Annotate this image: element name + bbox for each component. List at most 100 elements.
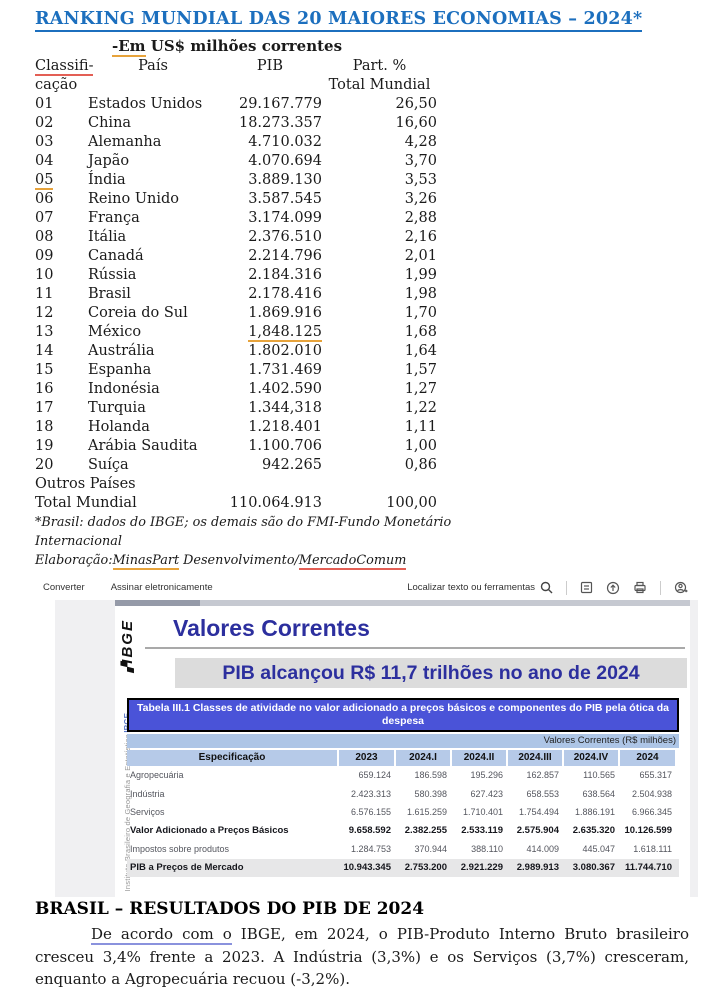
upload-icon[interactable] (606, 581, 620, 595)
pib-cell: 1,848.125 (248, 324, 322, 342)
country-cell: Holanda (88, 419, 150, 435)
part-cell: 1,70 (404, 305, 437, 321)
part-cell: 1,98 (404, 286, 437, 302)
horizontal-scrollbar[interactable] (115, 600, 690, 606)
value-2024-q3: 414.009 (526, 844, 559, 855)
part-cell: 0,86 (404, 457, 437, 473)
printer-icon[interactable] (633, 581, 647, 594)
col-header-classificacao: Classifi- (35, 58, 94, 76)
value-2023: 1.284.753 (350, 844, 391, 855)
value-2023: 659.124 (358, 770, 391, 781)
table-row: 16 Indonésia 1.402.590 1,27 (35, 380, 437, 399)
pib-cell: 4.710.032 (248, 134, 322, 150)
value-2024-q3: 1.754.494 (518, 807, 559, 818)
value-2023: 2.423.313 (350, 788, 391, 799)
value-2024: 2.504.938 (631, 788, 672, 799)
pdf-toolbar: Converter Assinar eletronicamente Locali… (30, 575, 698, 600)
value-2024-q4: 2.635.320 (572, 825, 615, 837)
converter-button[interactable]: Converter (43, 582, 85, 593)
value-2024: 1.618.111 (633, 844, 672, 855)
rank-cell: 11 (35, 286, 54, 302)
country-cell: Turquia (88, 400, 146, 416)
country-cell: Austrália (88, 343, 155, 359)
table-row: 12 Coreia do Sul 1.869.916 1,70 (35, 304, 437, 323)
rank-cell: 06 (35, 191, 54, 207)
value-2024: 6.966.345 (631, 807, 672, 818)
country-cell: Rússia (88, 267, 137, 283)
viewer-right-gutter (690, 600, 698, 897)
table-row: 03 Alemanha 4.710.032 4,28 (35, 133, 437, 152)
table-row: Indústria 2.423.313 580.398 627.423 658.… (127, 785, 679, 804)
country-cell: Índia (88, 172, 126, 188)
pib-cell: 18.273.357 (238, 115, 322, 131)
value-2024-q1: 2.382.255 (404, 825, 447, 837)
part-cell: 2,88 (404, 210, 437, 226)
col-2023: 2023 (339, 750, 394, 766)
rank-cell: 18 (35, 419, 54, 435)
value-2024-q1: 186.598 (414, 770, 447, 781)
pib-cell: 29.167.779 (238, 96, 322, 112)
row-label: Serviços (130, 807, 165, 818)
value-2024-q4: 638.564 (582, 788, 615, 799)
country-cell: Canadá (88, 248, 144, 264)
col-header-total-mundial: Total Mundial (328, 77, 431, 93)
col-especificacao: Especificação (127, 750, 337, 766)
footnotes: *Brasil: dados do IBGE; os demais são do… (35, 513, 505, 570)
person-add-icon[interactable] (674, 581, 688, 595)
pib-cell: 1.344,318 (248, 400, 322, 416)
table-row: 07 França 3.174.099 2,88 (35, 209, 437, 228)
search-control[interactable]: Localizar texto ou ferramentas (407, 581, 553, 594)
value-2024-q4: 110.565 (583, 770, 615, 781)
country-cell: Japão (88, 153, 130, 169)
search-label: Localizar texto ou ferramentas (407, 582, 535, 593)
value-2024-q3: 2.989.913 (516, 862, 559, 874)
outros-paises-row: Outros Países (35, 476, 136, 492)
footnote-source: *Brasil: dados do IBGE; os demais são do… (35, 515, 452, 549)
value-2024-q2: 388.110 (471, 844, 503, 855)
value-2024-q4: 3.080.367 (572, 862, 615, 874)
scrollbar-thumb[interactable] (115, 600, 200, 606)
country-cell: França (88, 210, 140, 226)
ibge-table-title: Tabela III.1 Classes de atividade no val… (127, 698, 679, 732)
value-2024-q2: 627.423 (470, 788, 503, 799)
value-2024-q2: 1.710.401 (462, 807, 503, 818)
col-header-pib: PIB (256, 58, 284, 74)
value-2023: 6.576.155 (350, 807, 391, 818)
pib-cell: 942.265 (262, 457, 322, 473)
value-2023: 9.658.592 (348, 825, 391, 837)
value-2023: 10.943.345 (343, 862, 391, 874)
page-title: RANKING MUNDIAL DAS 20 MAIORES ECONOMIAS… (35, 9, 643, 32)
pib-cell: 1.802.010 (248, 343, 322, 359)
pib-cell: 2.184.316 (248, 267, 322, 283)
pib-cell: 1.100.706 (248, 438, 322, 454)
pib-cell: 3.174.099 (248, 210, 322, 226)
part-cell: 1,99 (404, 267, 437, 283)
col-2024-4: 2024.IV (564, 750, 618, 766)
table-row: 11 Brasil 2.178.416 1,98 (35, 285, 437, 304)
rank-cell: 13 (35, 324, 54, 340)
value-2024-q2: 2.921.229 (460, 862, 503, 874)
table-row: 05 Índia 3.889.130 3,53 (35, 171, 437, 190)
table-row: Impostos sobre produtos 1.284.753 370.94… (127, 840, 679, 859)
part-cell: 1,27 (404, 381, 437, 397)
ibge-table-unit-label: Valores Correntes (R$ milhões) (127, 734, 679, 748)
minaspart-label: MinasPart (112, 553, 180, 570)
value-2024: 655.317 (639, 770, 672, 781)
value-2024-q3: 2.575.904 (516, 825, 559, 837)
table-row: 04 Japão 4.070.694 3,70 (35, 152, 437, 171)
table-row: 10 Rússia 2.184.316 1,99 (35, 266, 437, 285)
pib-cell: 3.587.545 (248, 191, 322, 207)
rank-cell: 19 (35, 438, 54, 454)
assinar-eletronicamente-button[interactable]: Assinar eletronicamente (110, 582, 213, 593)
row-label: Valor Adicionado a Preços Básicos (130, 825, 289, 837)
country-cell: México (88, 324, 142, 340)
part-cell: 16,60 (395, 115, 437, 131)
row-label: Indústria (130, 788, 165, 799)
col-2024-2: 2024.II (452, 750, 506, 766)
search-icon[interactable] (540, 581, 553, 594)
table-row: Valor Adicionado a Preços Básicos 9.658.… (127, 822, 679, 841)
table-row: 06 Reino Unido 3.587.545 3,26 (35, 190, 437, 209)
save-icon[interactable] (580, 581, 593, 594)
rank-cell: 08 (35, 229, 54, 245)
col-2024-1: 2024.I (396, 750, 450, 766)
